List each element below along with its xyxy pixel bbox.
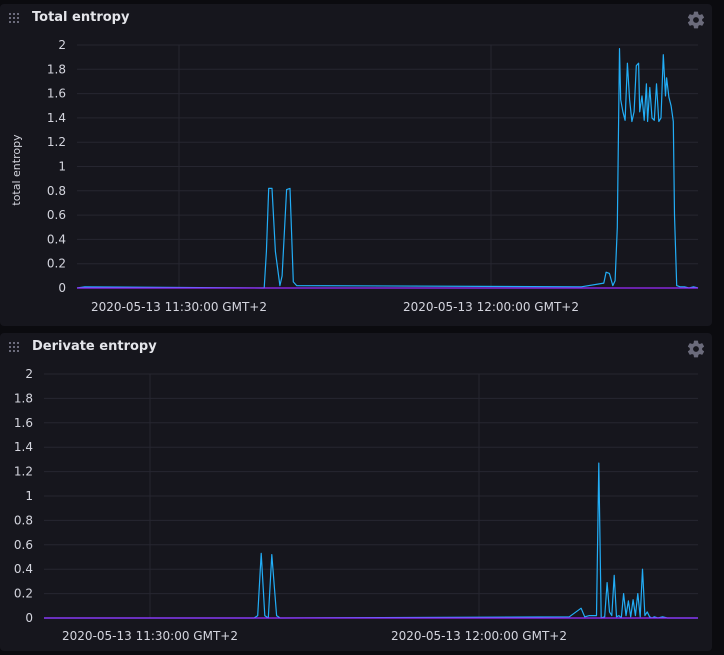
- x-tick-label: 2020-05-13 11:30:00 GMT+2: [62, 629, 238, 643]
- y-tick-label: 0.2: [14, 587, 33, 601]
- y-tick-label: 0.6: [47, 208, 66, 222]
- y-tick-label: 1.8: [14, 391, 33, 405]
- series-line[interactable]: [44, 462, 698, 619]
- drag-handle-icon[interactable]: [9, 13, 21, 25]
- y-tick-label: 1.6: [14, 416, 33, 430]
- y-tick-label: 0.8: [47, 184, 66, 198]
- series-line[interactable]: [76, 47, 699, 289]
- drag-handle-icon[interactable]: [9, 342, 21, 354]
- gear-icon[interactable]: [686, 10, 706, 30]
- panel-header: Derivate entropy: [0, 333, 712, 363]
- y-tick-label: 0.8: [14, 513, 33, 527]
- x-tick-label: 2020-05-13 11:30:00 GMT+2: [91, 300, 267, 314]
- y-tick-label: 1.2: [14, 465, 33, 479]
- gear-icon[interactable]: [686, 339, 706, 359]
- x-tick-label: 2020-05-13 12:00:00 GMT+2: [403, 300, 579, 314]
- y-tick-label: 0.4: [14, 562, 33, 576]
- y-tick-label: 1: [25, 489, 33, 503]
- total-entropy-chart: 2 1.8 1.6 1.4 1.2 1 0.8 0.6 0.4 0.2 0 2020-05-13 11…: [10, 38, 699, 314]
- y-tick-label: 0.4: [47, 232, 66, 246]
- y-tick-label: 0.6: [14, 538, 33, 552]
- y-tick-label: 0.2: [47, 257, 66, 271]
- panel-title: Total entropy: [32, 10, 130, 25]
- y-axis-label: total entropy: [10, 134, 23, 206]
- y-tick-label: 2: [25, 367, 33, 381]
- derivate-entropy-panel: 2 1.8 1.6 1.4 1.2 1 0.8 0.6 0.4 0.2 0 2020-05-13 11…: [0, 333, 712, 651]
- x-tick-label: 2020-05-13 12:00:00 GMT+2: [391, 629, 567, 643]
- y-tick-label: 1.8: [47, 62, 66, 76]
- y-tick-label: 1.4: [14, 440, 33, 454]
- total-entropy-panel: 2 1.8 1.6 1.4 1.2 1 0.8 0.6 0.4 0.2 0 2020-05-13 11…: [0, 4, 712, 326]
- y-tick-label: 2: [58, 38, 66, 52]
- panel-title: Derivate entropy: [32, 339, 157, 354]
- y-tick-label: 0: [25, 611, 33, 625]
- derivate-entropy-chart: 2 1.8 1.6 1.4 1.2 1 0.8 0.6 0.4 0.2 0 2020-05-13 11…: [14, 367, 698, 643]
- panel-header: Total entropy: [0, 4, 712, 34]
- y-tick-label: 1.4: [47, 111, 66, 125]
- y-tick-label: 0: [58, 281, 66, 295]
- y-tick-label: 1: [58, 160, 66, 174]
- y-tick-label: 1.6: [47, 87, 66, 101]
- y-tick-label: 1.2: [47, 135, 66, 149]
